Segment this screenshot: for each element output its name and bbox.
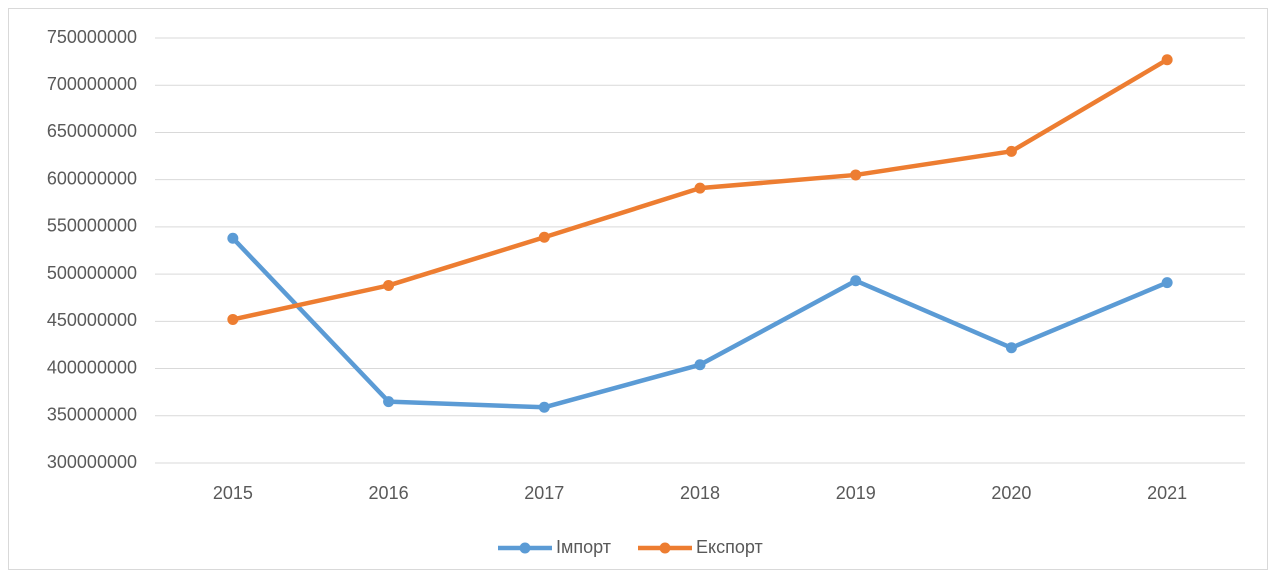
chart-border [8,8,1268,570]
y-tick-label: 750000000 [47,27,137,47]
legend-label: Імпорт [556,537,611,557]
y-tick-label: 350000000 [47,405,137,425]
data-point [850,275,862,287]
x-tick-label: 2020 [991,483,1031,503]
data-point [1005,342,1017,354]
data-point [694,359,706,371]
data-point [227,232,239,244]
y-tick-label: 450000000 [47,310,137,330]
y-tick-label: 600000000 [47,168,137,188]
y-tick-label: 500000000 [47,263,137,283]
data-point [383,279,395,291]
data-point [538,401,550,413]
y-tick-label: 700000000 [47,74,137,94]
x-tick-label: 2018 [680,483,720,503]
y-tick-label: 400000000 [47,357,137,377]
y-tick-label: 650000000 [47,121,137,141]
x-tick-label: 2017 [524,483,564,503]
data-point [227,313,239,325]
legend-marker [519,542,531,554]
data-point [538,231,550,243]
data-point [383,396,395,408]
x-tick-label: 2016 [369,483,409,503]
y-tick-label: 550000000 [47,216,137,236]
data-point [1161,54,1173,66]
x-tick-label: 2015 [213,483,253,503]
data-point [1161,277,1173,289]
x-tick-label: 2019 [836,483,876,503]
x-tick-label: 2021 [1147,483,1187,503]
data-point [1005,145,1017,157]
legend-label: Експорт [696,537,763,557]
y-tick-label: 300000000 [47,452,137,472]
data-point [694,182,706,194]
legend-marker [659,542,671,554]
data-point [850,169,862,181]
